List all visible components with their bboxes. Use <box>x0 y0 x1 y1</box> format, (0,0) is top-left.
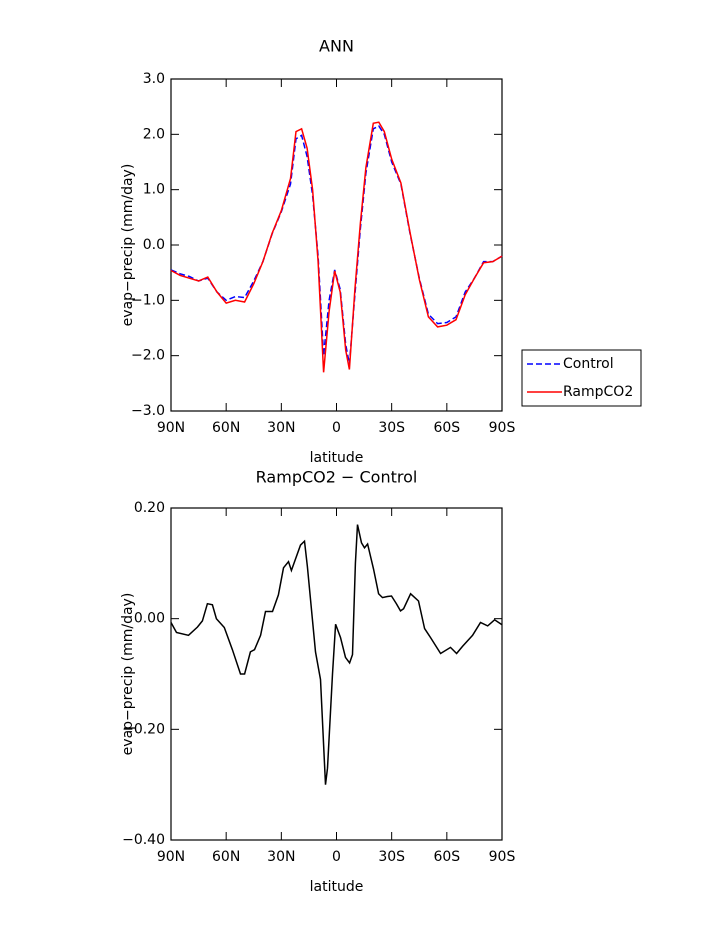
y-tick-label: −0.20 <box>122 721 165 737</box>
y-tick-label: −1.0 <box>131 292 165 308</box>
y-tick-label: 0.0 <box>143 237 165 253</box>
panel: ANN latitude evap−precip (mm/day) 90N 60N 30N… <box>120 37 642 466</box>
x-tick-label: 0 <box>332 420 341 436</box>
y-tick-label: 3.0 <box>143 71 165 87</box>
data-line <box>170 524 503 785</box>
x-tick-label: 90N <box>157 420 185 436</box>
y-tick-label: −2.0 <box>131 348 165 364</box>
y-tick-label: 0.00 <box>134 611 165 627</box>
x-tick-label: 60S <box>433 849 460 865</box>
legend-label: RampCO2 <box>563 384 633 400</box>
y-axis-label: evap−precip (mm/day) <box>120 164 136 327</box>
panel: RampCO2 − Control latitude evap−precip (mm… <box>120 468 515 896</box>
x-tick-label: 30S <box>378 849 405 865</box>
plot-frame <box>170 78 503 412</box>
plot-frame <box>170 507 503 841</box>
x-tick-label: 60N <box>212 420 240 436</box>
y-tick-label: 1.0 <box>143 182 165 198</box>
y-tick-label: 0.20 <box>134 500 165 516</box>
y-tick-label: −0.40 <box>122 832 165 848</box>
y-tick-label: −3.0 <box>131 403 165 419</box>
x-tick-label: 30N <box>267 420 295 436</box>
x-tick-label: 90N <box>157 849 185 865</box>
x-tick-label: 90S <box>489 849 516 865</box>
legend-label: Control <box>563 356 614 372</box>
x-axis-label: latitude <box>310 879 364 895</box>
x-tick-label: 30S <box>378 420 405 436</box>
y-tick-label: 2.0 <box>143 126 165 142</box>
x-tick-label: 30N <box>267 849 295 865</box>
data-line <box>170 125 503 365</box>
x-tick-label: 90S <box>489 420 516 436</box>
data-line <box>170 121 503 373</box>
x-tick-label: 60N <box>212 849 240 865</box>
x-tick-label: 60S <box>433 420 460 436</box>
legend-box <box>521 349 642 407</box>
chart-title: ANN <box>319 37 354 56</box>
x-tick-label: 0 <box>332 849 341 865</box>
chart-title: RampCO2 − Control <box>256 468 418 487</box>
y-axis-label: evap−precip (mm/day) <box>120 593 136 756</box>
x-axis-label: latitude <box>310 450 364 466</box>
